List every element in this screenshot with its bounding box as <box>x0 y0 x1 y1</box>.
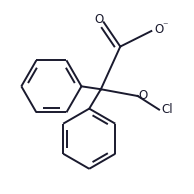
Text: Cl: Cl <box>161 103 173 116</box>
Text: ⁻: ⁻ <box>162 21 167 31</box>
Text: O: O <box>154 23 164 36</box>
Text: O: O <box>139 88 148 102</box>
Text: O: O <box>94 13 104 26</box>
